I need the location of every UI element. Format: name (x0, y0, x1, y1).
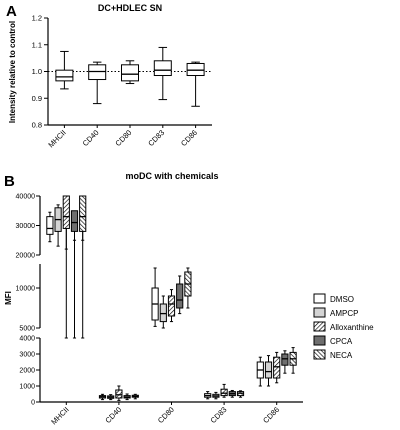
box-iqr (121, 64, 139, 82)
panel-b-box (176, 275, 184, 315)
legend-swatch (313, 349, 326, 360)
panel-a-box (186, 61, 205, 107)
legend-label: Alloxanthine (330, 323, 374, 332)
panel-b-box (46, 211, 54, 243)
panel-a-ytick-label: 1.1 (32, 40, 42, 49)
panel-b-xtick-label: CD80 (156, 405, 176, 425)
panel-b-box (131, 393, 139, 400)
box-iqr (55, 69, 74, 82)
box-iqr (159, 303, 167, 323)
panel-b-box (62, 195, 70, 339)
panel-b-plot: 20000 30000 40000 5000 10000 0 1000 2000 3000 400… (16, 194, 303, 426)
panel-b-box (151, 267, 159, 327)
box-iqr (281, 353, 289, 366)
box-iqr (167, 295, 176, 317)
legend-swatch (313, 321, 326, 332)
panel-a-ytick-label: 1.0 (32, 67, 42, 76)
panel-b-letter: B (4, 173, 15, 190)
legend-label: NECA (330, 351, 353, 360)
panel-b-box (236, 390, 245, 398)
panel-b-xtick-label: CD40 (103, 405, 123, 425)
legend-swatch (313, 307, 326, 318)
legend: DMSO AMPCP Alloxanthine CPCA NECA (313, 293, 374, 360)
box-iqr (88, 64, 107, 81)
panel-b-box (184, 267, 192, 309)
panel-b-box (115, 385, 123, 401)
panel-a-ytick-label: 1.2 (32, 14, 42, 23)
panel-b-ytick-label: 10000 (16, 286, 36, 293)
panel-b-ytick-label: 30000 (16, 223, 36, 230)
panel-b-ytick-label: 20000 (16, 253, 36, 260)
panel-b-box (281, 350, 289, 374)
panel-a-box (121, 60, 139, 85)
panel-a-box (88, 61, 107, 105)
box-iqr (186, 62, 205, 77)
box-iqr (153, 60, 172, 77)
panel-a-ytick-label: 0.8 (32, 121, 42, 130)
legend-swatch (313, 293, 326, 304)
box-iqr (273, 356, 281, 379)
panel-b-box (159, 295, 167, 329)
panel-b-ytick-label: 0 (31, 400, 35, 407)
panel-b-title: moDC with chemicals (125, 171, 218, 181)
panel-b-box (204, 391, 212, 400)
panel-b-box (256, 356, 264, 387)
legend-label: CPCA (330, 337, 353, 346)
panel-b-xtick-label: CD86 (261, 405, 281, 425)
panel-b-xtick-label: CD83 (209, 405, 229, 425)
panel-b-ytick-label: 1000 (19, 384, 35, 391)
panel-a-ylabel: Intensity relative to control (8, 21, 17, 123)
panel-b-box (273, 351, 281, 384)
panel-a-title: DC+HDLEC SN (98, 3, 162, 13)
panel-b-box (70, 210, 79, 339)
panel-a-xtick-label: CD86 (179, 128, 199, 148)
panel-b-box (228, 389, 236, 398)
panel-b-box (212, 391, 220, 400)
box-iqr (70, 210, 79, 232)
box-iqr (264, 361, 273, 379)
legend-label: AMPCP (330, 309, 358, 318)
panel-a-plot: 0.8 0.9 1.0 1.1 1.2 MHCII CD40 CD80 CD83 CD86 (32, 14, 212, 149)
panel-a-box (153, 46, 172, 101)
panel-b-box (123, 393, 131, 401)
panel-b-ytick-label: 4000 (19, 336, 35, 343)
panel-a-ytick-label: 0.9 (32, 94, 42, 103)
box-iqr (79, 195, 87, 232)
panel-a-xtick-label: CD40 (81, 128, 101, 148)
panel-b-ylabel: MFI (4, 291, 13, 305)
panel-a-xtick-label: MHCII (46, 128, 67, 149)
panel-a-xtick-label: CD80 (113, 128, 133, 148)
legend-swatch (313, 335, 326, 346)
box-iqr (62, 195, 70, 229)
panel-b-ytick-label: 2000 (19, 368, 35, 375)
panel-b-box (98, 393, 107, 401)
panel-b-xtick-label: MHCII (49, 405, 70, 426)
panel-b-ytick-label: 5000 (19, 326, 35, 333)
panel-a-xtick-label: CD83 (146, 128, 166, 148)
box-iqr (176, 283, 184, 309)
box-iqr (46, 216, 54, 235)
panel-a-letter: A (6, 3, 17, 20)
panel-b-box (220, 383, 228, 398)
panel-b-box (54, 204, 62, 247)
panel-b-box (79, 195, 87, 339)
box-iqr (115, 389, 123, 399)
panel-b-ytick-label: 40000 (16, 194, 36, 201)
panel-b-box (289, 347, 297, 374)
panel-b-ytick-label: 3000 (19, 352, 35, 359)
panel-b-box (167, 289, 176, 323)
box-iqr (220, 388, 228, 397)
panel-b-box (107, 394, 115, 401)
legend-label: DMSO (330, 295, 354, 304)
panel-b-box (264, 355, 273, 387)
panel-a-box (55, 50, 74, 90)
